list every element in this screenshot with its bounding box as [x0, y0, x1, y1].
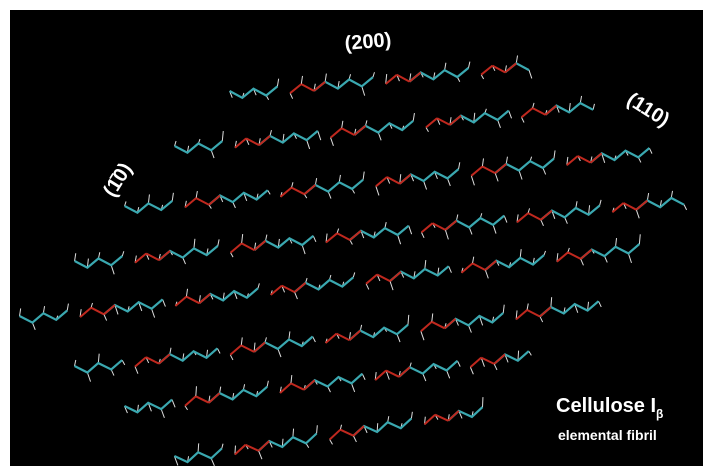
figure: (200) (110) (1̄0) Cellulose Iβ elemental…	[0, 0, 713, 474]
caption-subtitle: elemental fibril	[558, 427, 657, 443]
page: (200) (110) (1̄0) Cellulose Iβ elemental…	[0, 0, 713, 474]
caption-subscript: β	[656, 407, 663, 421]
hydrogen-bond	[196, 386, 197, 396]
caption-title-text: Cellulose I	[556, 395, 656, 417]
hydrogen-bond	[198, 443, 199, 452]
plane-label: (200)	[344, 29, 392, 55]
hydrogen-bond	[293, 429, 294, 438]
